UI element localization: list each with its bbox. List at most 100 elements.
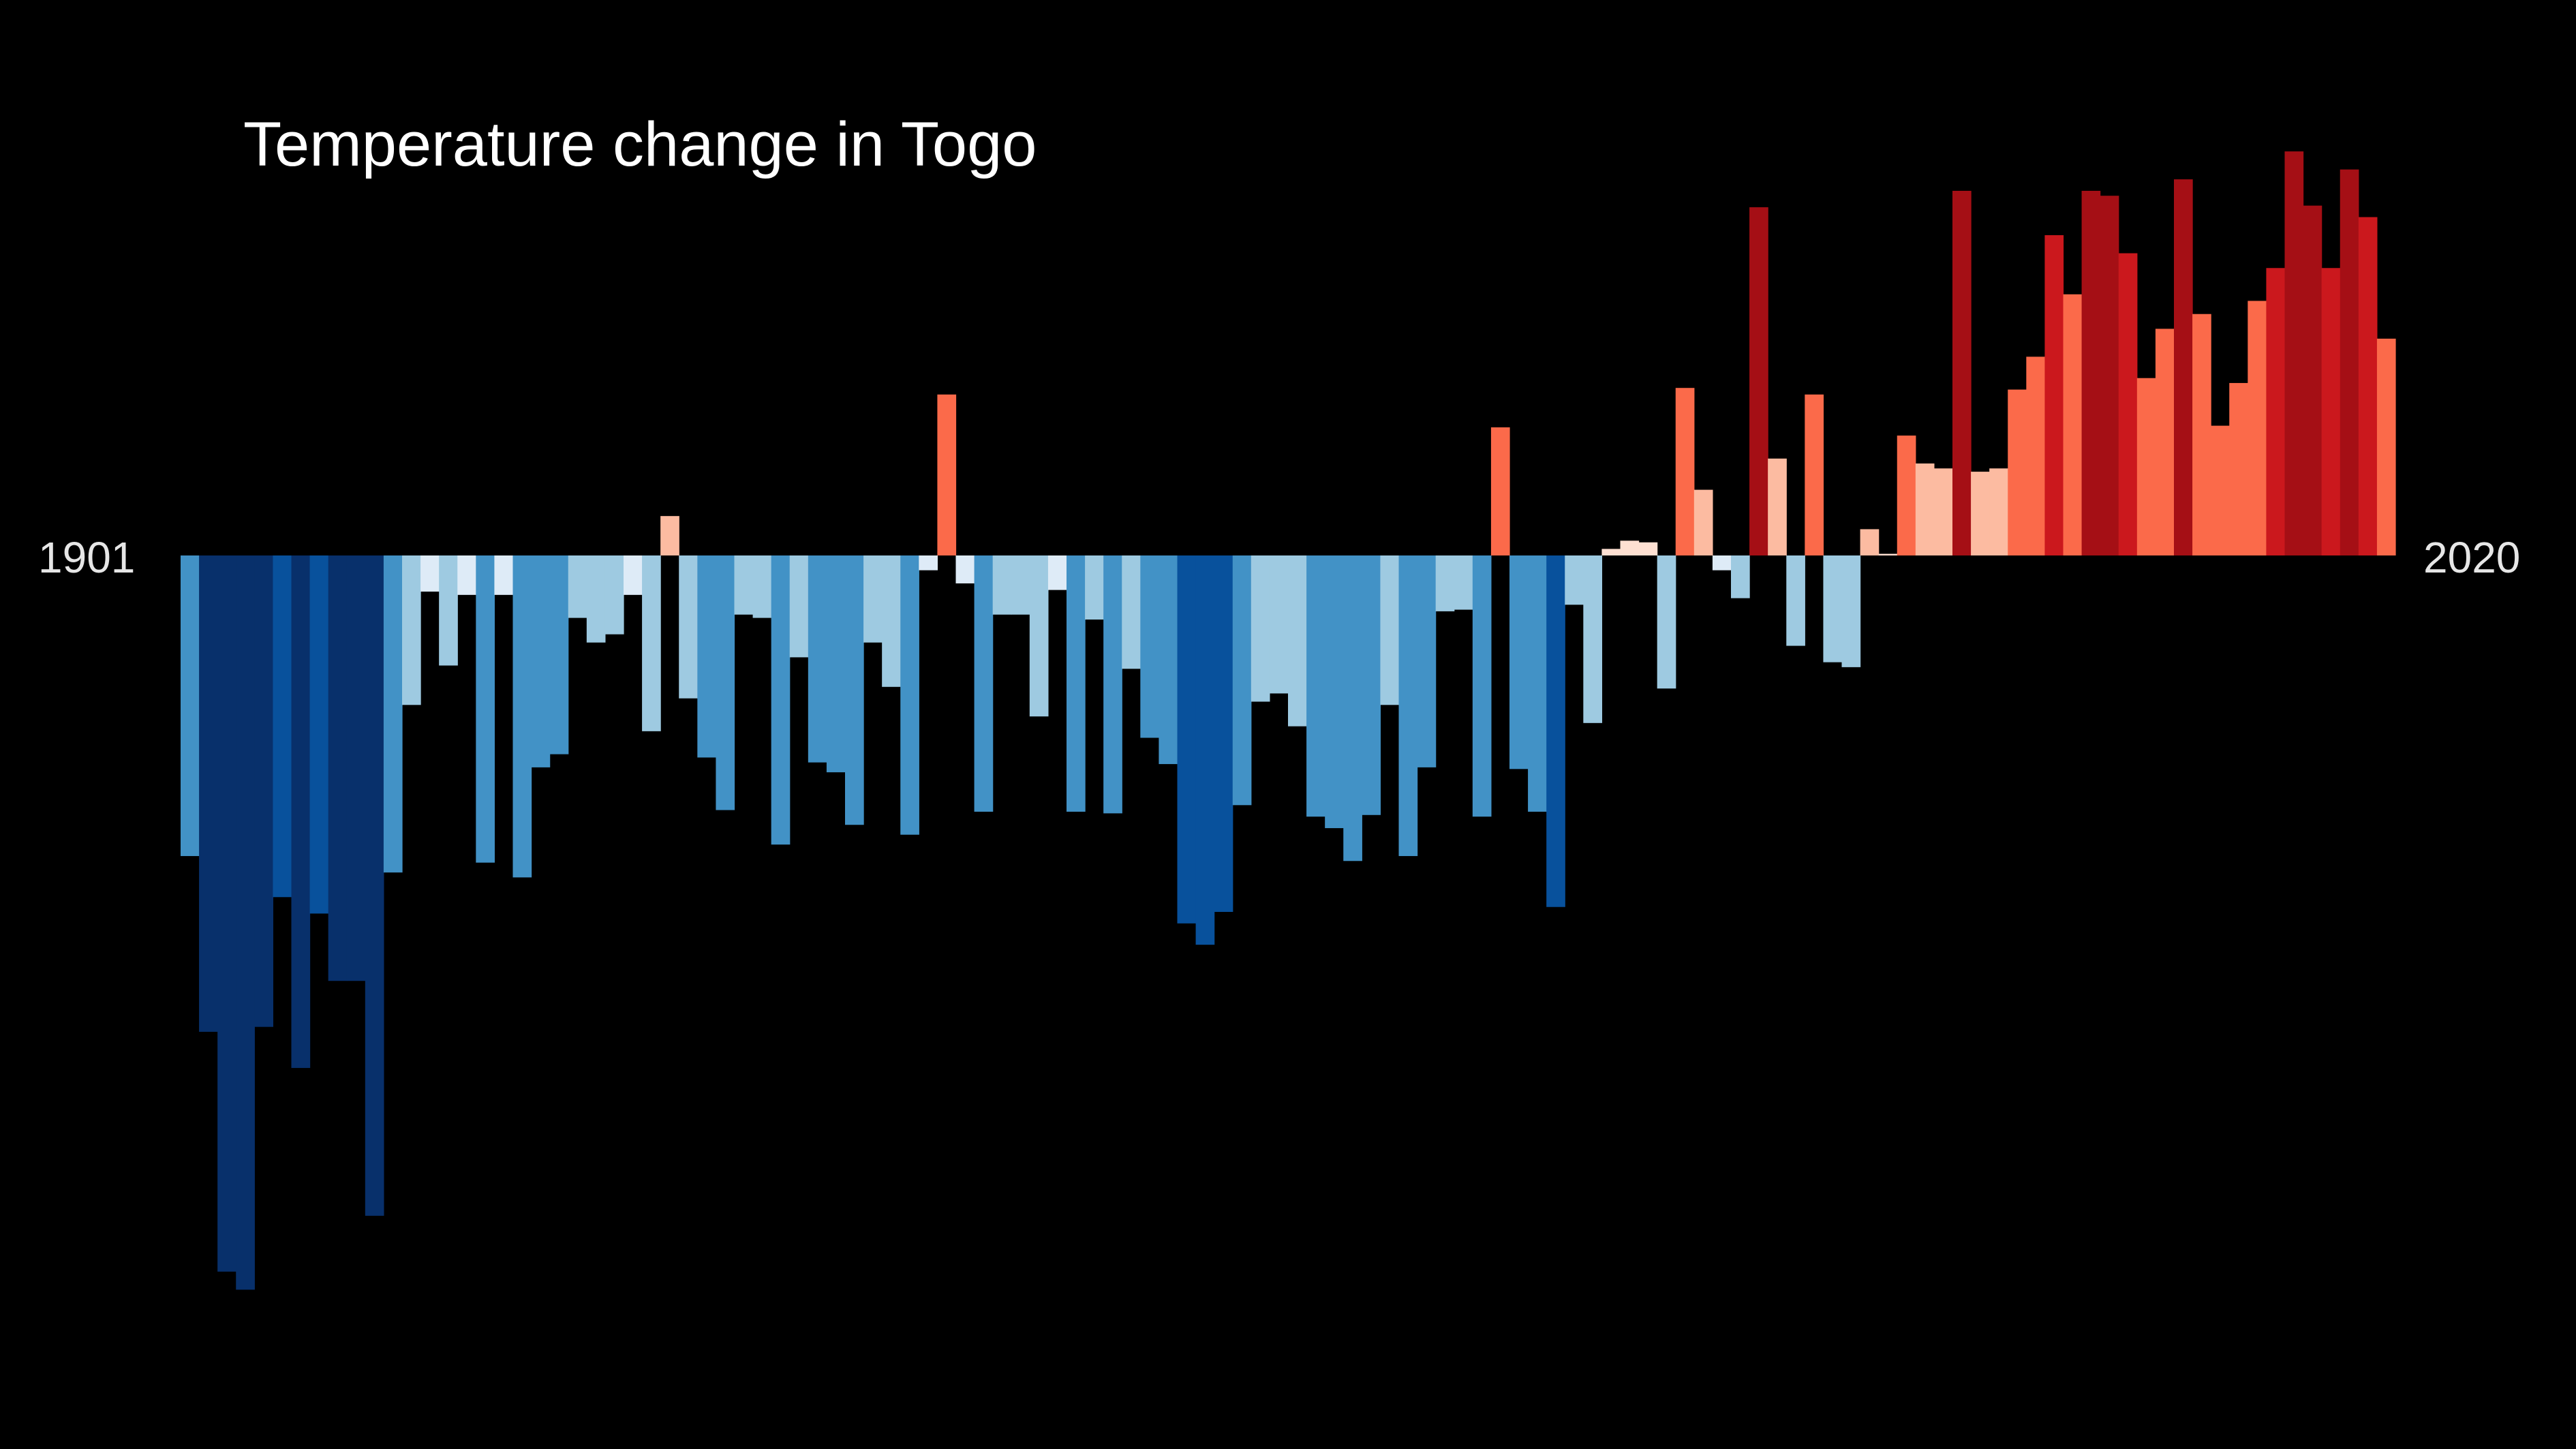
bar-1932 [752,555,772,618]
bar-1978 [1601,549,1621,555]
bar-1911 [365,555,384,1216]
bar-1920 [531,555,551,767]
bar-1926 [642,555,661,731]
bar-2014 [2266,268,2286,555]
bar-1938 [863,555,883,643]
bar-1945 [992,555,1012,615]
bar-1919 [512,555,532,878]
bar-1946 [1011,555,1030,615]
bar-1994 [1897,436,1916,555]
bar-2011 [2211,425,2230,555]
bar-1914 [420,555,440,592]
bar-1985 [1731,555,1750,598]
bar-1913 [402,555,421,705]
bar-1990 [1823,555,1843,662]
bar-1983 [1693,489,1713,555]
bar-2008 [2155,329,2175,555]
bar-1937 [845,555,864,825]
bar-1902 [199,555,218,1032]
bar-2018 [2340,169,2359,555]
bar-1997 [1952,190,1972,556]
bar-2017 [2321,268,2341,555]
bar-1906 [273,555,292,898]
bar-1970 [1454,555,1473,610]
bar-2015 [2284,151,2304,555]
bar-1965 [1362,555,1381,815]
bar-1958 [1232,555,1252,806]
start-year-label: 1901 [38,533,136,582]
bar-1971 [1472,555,1492,817]
bar-1947 [1029,555,1049,717]
bar-1933 [771,555,791,845]
bar-1995 [1915,463,1935,555]
bar-2000 [2008,389,2027,555]
bar-1903 [217,555,236,1272]
bar-1986 [1749,207,1768,555]
bar-1991 [1841,555,1861,667]
bar-1927 [660,516,679,555]
bar-1992 [1860,529,1880,555]
bar-2013 [2248,301,2267,555]
bar-1953 [1140,555,1160,738]
bar-1925 [624,555,643,595]
bar-1954 [1159,555,1178,765]
bar-1936 [826,555,846,773]
bar-2003 [2063,294,2083,555]
bar-1984 [1712,555,1732,570]
bar-1923 [586,555,606,643]
bar-1999 [1989,468,2008,555]
bar-2020 [2376,338,2396,555]
bar-1917 [476,555,495,863]
bar-2009 [2174,179,2193,555]
bar-1979 [1620,540,1640,555]
bar-series [181,151,2396,1290]
bar-1915 [439,555,458,666]
bar-2006 [2118,253,2138,555]
bar-1950 [1085,555,1104,620]
bar-1916 [457,555,476,595]
bar-1941 [919,555,938,570]
bar-1962 [1306,555,1325,817]
bar-2004 [2081,190,2101,556]
bar-1963 [1325,555,1344,829]
bar-1959 [1251,555,1270,702]
bar-2019 [2358,217,2378,555]
bar-1930 [716,555,735,810]
bar-2016 [2303,205,2322,555]
bar-1972 [1490,427,1510,555]
bar-1957 [1214,555,1233,912]
bar-1918 [494,555,514,595]
bar-1905 [254,555,274,1027]
bar-2010 [2192,314,2211,555]
bar-1976 [1565,555,1584,605]
bar-1912 [383,555,403,873]
bar-1901 [181,555,200,857]
bar-1935 [808,555,827,763]
bar-1929 [697,555,717,758]
bar-1944 [974,555,994,812]
bar-1956 [1195,555,1215,945]
bar-1977 [1583,555,1603,723]
bar-1907 [291,555,311,1068]
bar-1952 [1122,555,1141,669]
bar-1969 [1435,555,1455,611]
bar-1942 [937,394,957,555]
bar-1922 [568,555,587,618]
bar-1987 [1768,458,1787,555]
bar-1988 [1786,555,1805,646]
bar-2001 [2026,356,2046,555]
bar-1939 [882,555,901,687]
bar-1909 [328,555,348,981]
bar-1968 [1417,555,1437,767]
bar-1934 [789,555,809,658]
bar-2005 [2100,196,2119,556]
bar-1982 [1675,388,1695,555]
bar-1960 [1269,555,1289,694]
bar-1993 [1878,553,1898,555]
bar-1955 [1177,555,1197,924]
chart-title: Temperature change in Togo [243,110,1037,179]
bar-1949 [1067,555,1086,812]
bar-1924 [604,555,624,635]
bar-2007 [2136,378,2156,555]
bar-1910 [346,555,366,981]
